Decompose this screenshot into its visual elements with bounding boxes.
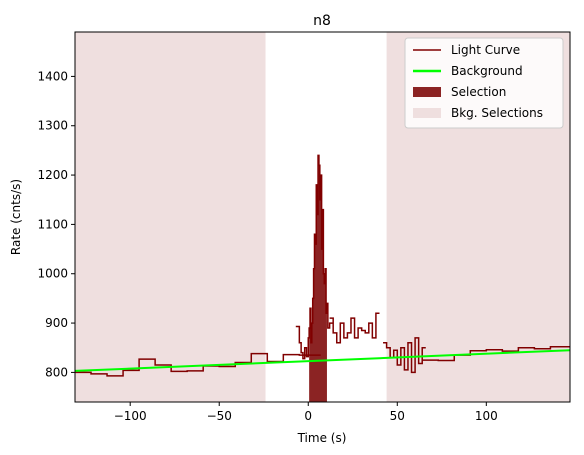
y-tick-label: 800 [45, 365, 68, 379]
x-tick-label: −100 [114, 409, 147, 423]
y-axis: 800 900 1000 1100 1200 1300 1400 [37, 69, 75, 379]
bkg-selection-region [75, 32, 266, 402]
light-curve-series [329, 312, 380, 344]
light-curve-series [295, 154, 334, 360]
y-tick-label: 1100 [37, 217, 68, 231]
x-tick-label: 0 [304, 409, 312, 423]
y-tick-label: 1300 [37, 119, 68, 133]
x-axis: −100 −50 0 50 100 [114, 402, 498, 423]
legend-swatch [413, 108, 441, 118]
plot-frame [74, 31, 571, 403]
legend-label: Bkg. Selections [451, 106, 543, 120]
chart-title: n8 [313, 13, 331, 29]
y-tick-label: 900 [45, 316, 68, 330]
y-tick-label: 1000 [37, 267, 68, 281]
legend-label: Light Curve [451, 43, 520, 57]
legend-label: Background [451, 64, 523, 78]
x-tick-label: 50 [390, 409, 405, 423]
x-tick-label: −50 [207, 409, 232, 423]
legend-label: Selection [451, 85, 506, 99]
x-axis-label: Time (s) [297, 431, 347, 445]
y-tick-label: 1400 [37, 69, 68, 83]
legend: Light Curve Background Selection Bkg. Selec… [404, 37, 564, 129]
y-axis-label: Rate (cnts/s) [9, 179, 23, 255]
legend-box [404, 37, 564, 129]
background-fit-line [75, 349, 570, 372]
light-curve-series [383, 337, 426, 374]
light-curve-series [422, 345, 570, 362]
y-tick-label: 1200 [37, 168, 68, 182]
x-tick-label: 100 [475, 409, 498, 423]
legend-swatch [413, 87, 441, 97]
